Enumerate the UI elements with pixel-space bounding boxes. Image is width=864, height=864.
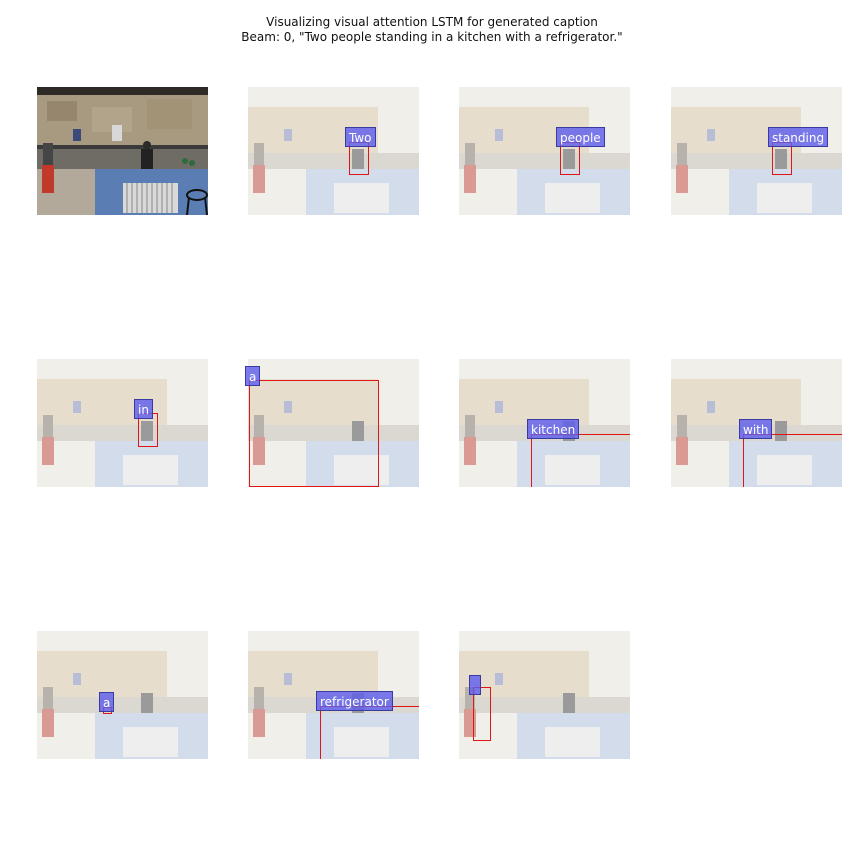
attention-map bbox=[37, 359, 208, 487]
word-label: a bbox=[245, 366, 261, 386]
attention-panel-people: people bbox=[459, 87, 630, 215]
attention-box bbox=[320, 706, 419, 759]
word-label: people bbox=[556, 127, 605, 147]
attention-box bbox=[473, 687, 491, 741]
attention-map bbox=[37, 631, 208, 759]
attention-panel-refrigerator: refrigerator bbox=[248, 631, 419, 759]
attention-box bbox=[249, 380, 379, 487]
word-label: refrigerator bbox=[316, 691, 393, 711]
attention-map bbox=[248, 87, 419, 215]
word-label bbox=[469, 675, 481, 695]
word-label: Two bbox=[345, 127, 376, 147]
attention-panel-end bbox=[459, 631, 630, 759]
original-image-panel bbox=[37, 87, 208, 215]
word-label: in bbox=[134, 399, 153, 419]
attention-panel-with: with bbox=[671, 359, 842, 487]
figure-subtitle: Beam: 0, "Two people standing in a kitch… bbox=[241, 30, 623, 44]
kitchen-photo bbox=[37, 87, 208, 215]
attention-map bbox=[459, 87, 630, 215]
figure-title: Visualizing visual attention LSTM for ge… bbox=[266, 15, 598, 29]
attention-panel-in: in bbox=[37, 359, 208, 487]
attention-panel-two: Two bbox=[248, 87, 419, 215]
attention-box bbox=[531, 434, 630, 487]
word-label: a bbox=[99, 692, 115, 712]
attention-panel-standing: standing bbox=[671, 87, 842, 215]
attention-box bbox=[743, 434, 842, 487]
attention-panel-a: a bbox=[244, 359, 420, 499]
word-label: kitchen bbox=[527, 419, 580, 439]
attention-map bbox=[671, 87, 842, 215]
attention-panel-a-2: a bbox=[37, 631, 208, 759]
attention-panel-kitchen: kitchen bbox=[459, 359, 630, 487]
word-label: standing bbox=[768, 127, 829, 147]
word-label: with bbox=[739, 419, 773, 439]
